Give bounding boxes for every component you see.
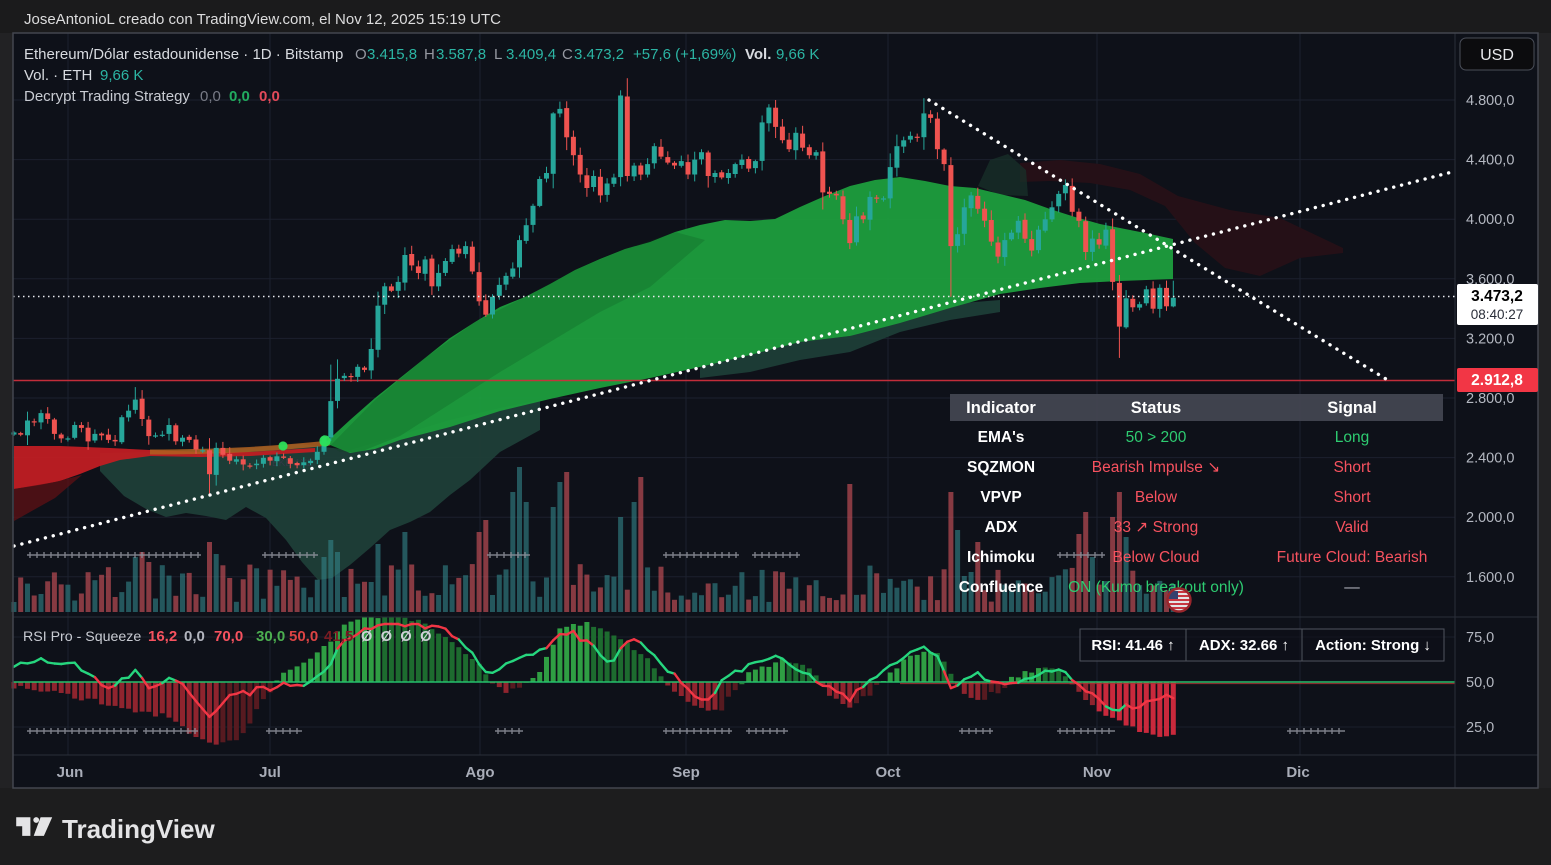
svg-text:O: O (355, 46, 367, 63)
svg-text:Confluence: Confluence (959, 579, 1044, 596)
svg-text:3.473,2: 3.473,2 (574, 46, 624, 63)
svg-text:RSI: 41.46 ↑: RSI: 41.46 ↑ (1091, 637, 1174, 654)
svg-text:Vol. · ETH: Vol. · ETH (24, 67, 92, 84)
svg-text:Ø: Ø (420, 629, 431, 645)
svg-text:Vol.: Vol. (745, 46, 771, 63)
svg-text:VPVP: VPVP (980, 489, 1021, 506)
svg-text:25,0: 25,0 (1466, 720, 1494, 736)
svg-text:Nov: Nov (1083, 764, 1112, 781)
svg-text:4.800,0: 4.800,0 (1466, 93, 1514, 109)
svg-text:3.600,0: 3.600,0 (1466, 272, 1514, 288)
svg-text:Indicator: Indicator (966, 399, 1036, 417)
svg-text:4.000,0: 4.000,0 (1466, 212, 1514, 228)
svg-text:50,0: 50,0 (289, 628, 318, 645)
svg-text:Decrypt Trading Strategy: Decrypt Trading Strategy (24, 88, 190, 105)
svg-text:Action: Strong ↓: Action: Strong ↓ (1315, 637, 1431, 654)
svg-text:2.800,0: 2.800,0 (1466, 391, 1514, 407)
svg-text:Ichimoku: Ichimoku (967, 549, 1035, 566)
svg-text:9,66 K: 9,66 K (100, 67, 143, 84)
svg-text:0,0: 0,0 (259, 88, 280, 105)
svg-text:3.415,8: 3.415,8 (367, 46, 417, 63)
svg-text:41,5: 41,5 (324, 628, 353, 645)
svg-text:L: L (494, 46, 502, 63)
svg-text:Sep: Sep (672, 764, 700, 781)
svg-text:SQZMON: SQZMON (967, 459, 1035, 476)
svg-text:Dic: Dic (1286, 764, 1309, 781)
svg-text:2.000,0: 2.000,0 (1466, 510, 1514, 526)
svg-text:Ø: Ø (400, 629, 411, 645)
svg-text:2.400,0: 2.400,0 (1466, 451, 1514, 467)
svg-text:ADX: 32.66 ↑: ADX: 32.66 ↑ (1199, 637, 1289, 654)
svg-text:3.200,0: 3.200,0 (1466, 331, 1514, 347)
svg-text:ON (Kumo breakout only): ON (Kumo breakout only) (1068, 579, 1244, 596)
svg-text:2.912,8: 2.912,8 (1471, 372, 1523, 389)
svg-text:33 ↗ Strong: 33 ↗ Strong (1114, 519, 1199, 536)
svg-text:08:40:27: 08:40:27 (1471, 307, 1524, 322)
svg-text:3.409,4: 3.409,4 (506, 46, 556, 63)
svg-text:Short: Short (1333, 489, 1371, 506)
svg-text:0,0: 0,0 (229, 88, 250, 105)
svg-text:Jul: Jul (259, 764, 281, 781)
svg-text:1.600,0: 1.600,0 (1466, 570, 1514, 586)
svg-text:3.587,8: 3.587,8 (436, 46, 486, 63)
svg-text:Future Cloud: Bearish: Future Cloud: Bearish (1277, 549, 1428, 566)
svg-text:Short: Short (1333, 459, 1371, 476)
svg-text:Status: Status (1131, 399, 1181, 417)
svg-text:70,0: 70,0 (214, 628, 243, 645)
svg-text:RSI Pro - Squeeze: RSI Pro - Squeeze (23, 629, 141, 645)
svg-text:+57,6 (+1,69%): +57,6 (+1,69%) (633, 46, 736, 63)
svg-text:0,0: 0,0 (184, 628, 205, 645)
svg-text:50,0: 50,0 (1466, 675, 1494, 691)
svg-text:50 > 200: 50 > 200 (1126, 429, 1187, 446)
svg-text:Ethereum/Dólar estadounidense: Ethereum/Dólar estadounidense · 1D · Bit… (24, 46, 343, 63)
svg-text:Bearish Impulse ↘: Bearish Impulse ↘ (1092, 459, 1220, 476)
svg-text:USD: USD (1480, 47, 1514, 64)
svg-text:Valid: Valid (1335, 519, 1368, 536)
svg-text:75,0: 75,0 (1466, 630, 1494, 646)
svg-text:Jun: Jun (57, 764, 84, 781)
svg-text:Long: Long (1335, 429, 1369, 446)
svg-text:JoseAntonioL creado con Tradin: JoseAntonioL creado con TradingView.com,… (24, 11, 501, 28)
svg-text:4.400,0: 4.400,0 (1466, 153, 1514, 169)
svg-text:Signal: Signal (1327, 399, 1377, 417)
svg-text:Ø: Ø (361, 629, 372, 645)
svg-text:EMA's: EMA's (978, 429, 1025, 446)
svg-text:ADX: ADX (985, 519, 1018, 536)
svg-text:9,66 K: 9,66 K (776, 46, 819, 63)
svg-text:C: C (562, 46, 573, 63)
svg-text:Below: Below (1135, 489, 1178, 506)
svg-text:0,0: 0,0 (200, 88, 221, 105)
svg-text:Oct: Oct (875, 764, 900, 781)
svg-text:Below Cloud: Below Cloud (1112, 549, 1199, 566)
svg-text:H: H (424, 46, 435, 63)
svg-text:30,0: 30,0 (256, 628, 285, 645)
svg-text:TradingView: TradingView (62, 814, 215, 844)
svg-text:Ø: Ø (381, 629, 392, 645)
svg-text:Ago: Ago (465, 764, 494, 781)
svg-text:16,2: 16,2 (148, 628, 177, 645)
svg-text:3.473,2: 3.473,2 (1471, 288, 1523, 305)
svg-text:—: — (1344, 579, 1360, 596)
